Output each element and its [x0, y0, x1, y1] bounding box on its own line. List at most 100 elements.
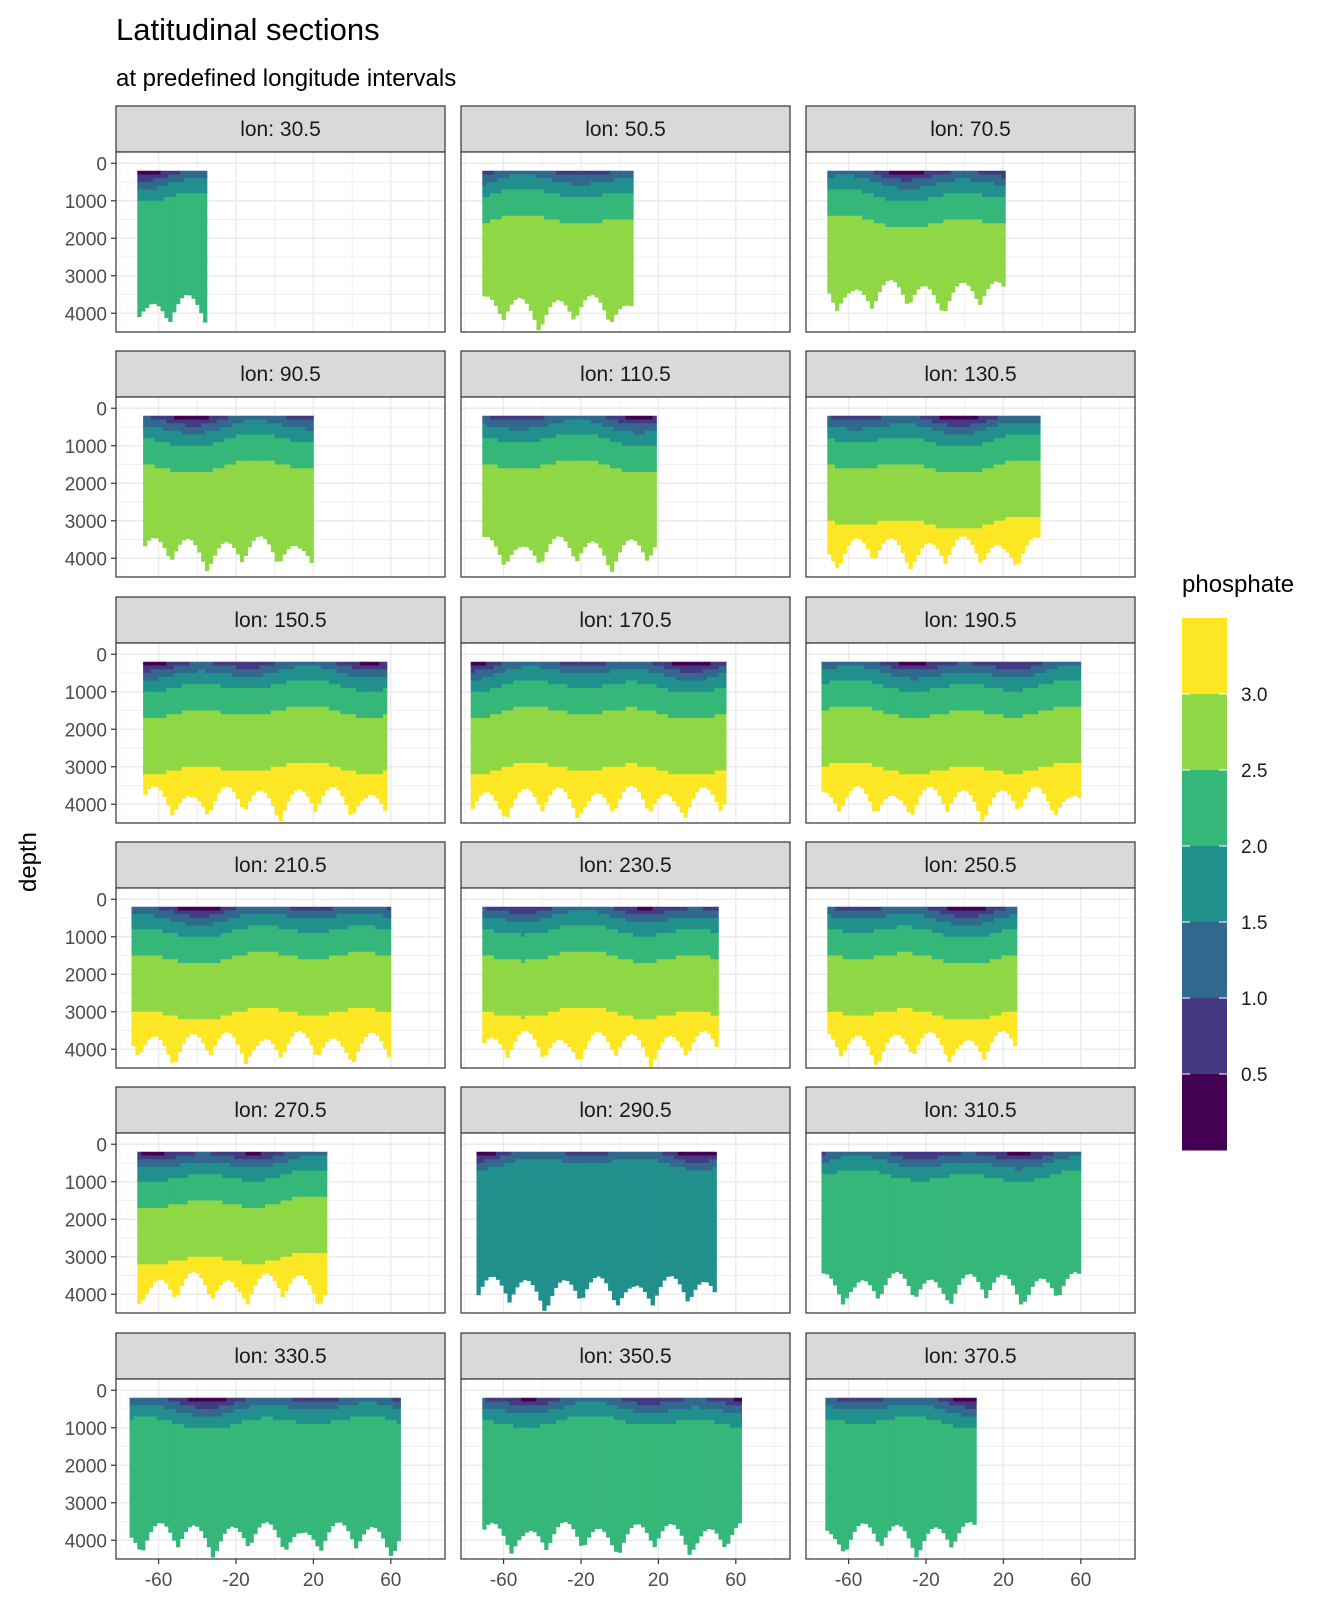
phosphate-cell	[493, 688, 499, 715]
phosphate-cell	[896, 951, 902, 1009]
phosphate-cell	[695, 918, 700, 930]
phosphate-cell	[714, 906, 719, 911]
phosphate-cell	[478, 718, 483, 775]
phosphate-cell	[548, 438, 553, 465]
phosphate-cell	[237, 1260, 243, 1293]
phosphate-cell	[621, 669, 626, 685]
phosphate-cell	[920, 170, 925, 175]
phosphate-cell	[245, 1409, 250, 1421]
phosphate-cell	[162, 665, 167, 670]
phosphate-cell	[625, 193, 630, 220]
phosphate-cell	[168, 174, 173, 183]
phosphate-cell	[679, 718, 684, 775]
facet-panel: lon: 50.5	[460, 105, 791, 333]
phosphate-cell	[962, 910, 968, 919]
phosphate-cell	[377, 1397, 382, 1406]
phosphate-cell	[943, 914, 948, 923]
phosphate-cell	[867, 661, 873, 670]
phosphate-cell	[582, 714, 588, 771]
phosphate-cell	[201, 415, 206, 420]
phosphate-cell	[141, 189, 146, 202]
phosphate-cell	[392, 1401, 398, 1410]
phosphate-cell	[203, 1397, 208, 1402]
phosphate-cell	[912, 415, 917, 424]
phosphate-cell	[280, 1397, 285, 1406]
phosphate-cell	[577, 1155, 582, 1164]
phosphate-cell	[563, 914, 568, 926]
phosphate-cell	[239, 661, 245, 670]
phosphate-cell	[313, 1015, 318, 1055]
phosphate-cell	[175, 1204, 181, 1261]
phosphate-cell	[493, 933, 499, 960]
phosphate-cell	[922, 691, 927, 719]
phosphate-cell	[1015, 676, 1020, 693]
phosphate-cell	[573, 1155, 578, 1164]
phosphate-cell	[699, 774, 704, 789]
phosphate-cell	[621, 219, 626, 306]
phosphate-cell	[505, 921, 510, 934]
phosphate-cell	[340, 770, 345, 797]
phosphate-cell	[908, 182, 913, 190]
phosphate-cell	[311, 1151, 316, 1156]
phosphate-cell	[305, 918, 310, 934]
y-tick-label: 2000	[65, 229, 107, 250]
phosphate-cell	[139, 929, 144, 956]
phosphate-cell	[1022, 1155, 1028, 1160]
phosphate-cell	[867, 1151, 873, 1156]
phosphate-cell	[898, 1151, 904, 1156]
phosphate-cell	[555, 1401, 561, 1410]
phosphate-cell	[203, 1174, 208, 1201]
phosphate-cell	[332, 661, 338, 670]
phosphate-cell	[953, 684, 958, 711]
phosphate-cell	[152, 189, 158, 202]
phosphate-cell	[174, 419, 179, 424]
phosphate-cell	[272, 1260, 278, 1281]
phosphate-cell	[513, 1397, 518, 1406]
y-tick-label: 3000	[65, 1494, 107, 1515]
phosphate-cell	[334, 1401, 339, 1410]
phosphate-cell	[179, 1178, 185, 1205]
phosphate-cell	[232, 906, 237, 911]
phosphate-cell	[292, 1397, 297, 1402]
phosphate-cell	[536, 661, 541, 666]
phosphate-cell	[551, 684, 557, 711]
phosphate-cell	[220, 688, 225, 715]
phosphate-cell	[490, 661, 495, 670]
phosphate-cell	[216, 665, 221, 674]
phosphate-field	[143, 415, 314, 571]
phosphate-cell	[966, 1019, 971, 1040]
phosphate-cell	[237, 1178, 243, 1205]
phosphate-cell	[594, 1008, 599, 1033]
phosphate-cell	[185, 684, 190, 711]
phosphate-cell	[509, 215, 514, 305]
phosphate-cell	[891, 1151, 896, 1156]
phosphate-cell	[924, 185, 929, 202]
phosphate-cell	[493, 419, 499, 428]
phosphate-cell	[290, 427, 295, 443]
phosphate-cell	[216, 442, 221, 469]
phosphate-cell	[352, 914, 357, 926]
phosphate-cell	[1003, 774, 1008, 792]
phosphate-cell	[836, 1151, 842, 1160]
phosphate-cell	[924, 918, 929, 930]
phosphate-cell	[501, 1397, 506, 1402]
phosphate-cell	[602, 684, 607, 711]
phosphate-cell	[685, 1170, 690, 1302]
phosphate-cell	[864, 661, 869, 670]
phosphate-cell	[181, 684, 187, 711]
phosphate-cell	[1001, 1011, 1006, 1032]
phosphate-cell	[579, 170, 584, 175]
phosphate-cell	[524, 215, 530, 304]
phosphate-cell	[594, 170, 599, 175]
phosphate-cell	[1065, 665, 1070, 681]
phosphate-cell	[997, 185, 1002, 198]
phosphate-cell	[212, 914, 218, 923]
phosphate-cell	[388, 1420, 394, 1556]
phosphate-cell	[301, 680, 307, 708]
phosphate-cell	[881, 929, 886, 956]
phosphate-cell	[150, 929, 156, 956]
phosphate-cell	[551, 929, 557, 956]
phosphate-cell	[1026, 1166, 1031, 1183]
phosphate-cell	[910, 718, 915, 775]
phosphate-cell	[629, 1401, 634, 1410]
